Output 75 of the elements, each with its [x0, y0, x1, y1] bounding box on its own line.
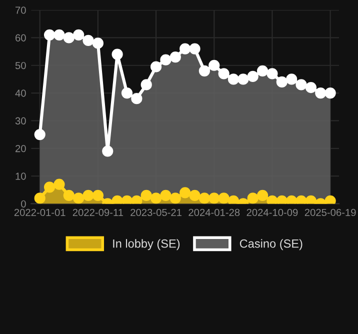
point	[34, 129, 46, 140]
point	[305, 195, 317, 204]
x-tick-label: 2024-01-28	[188, 208, 240, 216]
y-tick-label: 70	[16, 6, 26, 14]
point	[63, 32, 74, 44]
point	[324, 87, 336, 99]
point	[276, 76, 288, 88]
point	[256, 65, 268, 76]
point	[198, 65, 210, 76]
point	[73, 192, 84, 204]
point	[218, 192, 230, 204]
point	[44, 29, 56, 40]
x-tick-label: 2022-01-01	[14, 208, 66, 216]
point	[256, 190, 268, 201]
point	[170, 192, 181, 204]
point	[296, 195, 307, 204]
point	[315, 87, 326, 99]
x-tick-label: 2024-10-09	[246, 208, 298, 216]
point	[170, 52, 181, 63]
y-tick-label: 60	[16, 34, 26, 42]
point	[296, 79, 307, 90]
point	[140, 190, 152, 201]
point	[198, 192, 210, 204]
point	[247, 70, 258, 82]
y-tick-label: 10	[16, 172, 26, 180]
point	[82, 190, 94, 201]
point	[238, 74, 249, 85]
point	[218, 68, 230, 80]
point	[92, 190, 104, 201]
point	[82, 34, 94, 46]
point	[208, 60, 220, 71]
point	[131, 93, 142, 104]
y-tick-label: 0	[21, 200, 26, 208]
point	[34, 192, 46, 204]
point	[228, 195, 240, 204]
y-tick-label: 50	[15, 62, 26, 70]
point	[305, 82, 317, 94]
point	[228, 74, 240, 85]
point	[208, 192, 220, 204]
point	[92, 38, 104, 49]
x-tick-label: 2025-06-19	[304, 208, 356, 216]
point	[140, 79, 152, 90]
point	[160, 54, 172, 66]
point	[180, 43, 191, 54]
point	[266, 195, 278, 204]
point	[150, 192, 162, 204]
point	[44, 182, 56, 193]
point	[63, 190, 74, 201]
point	[102, 146, 114, 157]
point	[324, 195, 336, 204]
point	[121, 195, 133, 204]
point	[286, 195, 298, 204]
legend-label: Casino (SE)	[240, 239, 302, 250]
x-tick-label: 2023-05-21	[130, 208, 182, 216]
x-tick-label: 2022-09-11	[72, 208, 124, 216]
point	[112, 48, 123, 60]
point	[150, 61, 162, 72]
point	[131, 195, 142, 204]
point	[266, 68, 278, 80]
point	[54, 178, 65, 190]
point	[247, 192, 258, 204]
y-tick-label: 20	[16, 144, 26, 152]
point	[286, 74, 298, 85]
y-tick-label: 40	[15, 90, 26, 97]
point	[54, 29, 65, 40]
legend-label: In lobby (SE)	[113, 239, 180, 250]
point	[276, 195, 288, 204]
point	[73, 29, 84, 40]
point	[112, 195, 123, 204]
point	[189, 190, 200, 201]
point	[189, 43, 200, 54]
point	[180, 187, 191, 198]
point	[121, 87, 133, 99]
y-tick-label: 30	[15, 117, 26, 124]
point	[160, 190, 172, 201]
